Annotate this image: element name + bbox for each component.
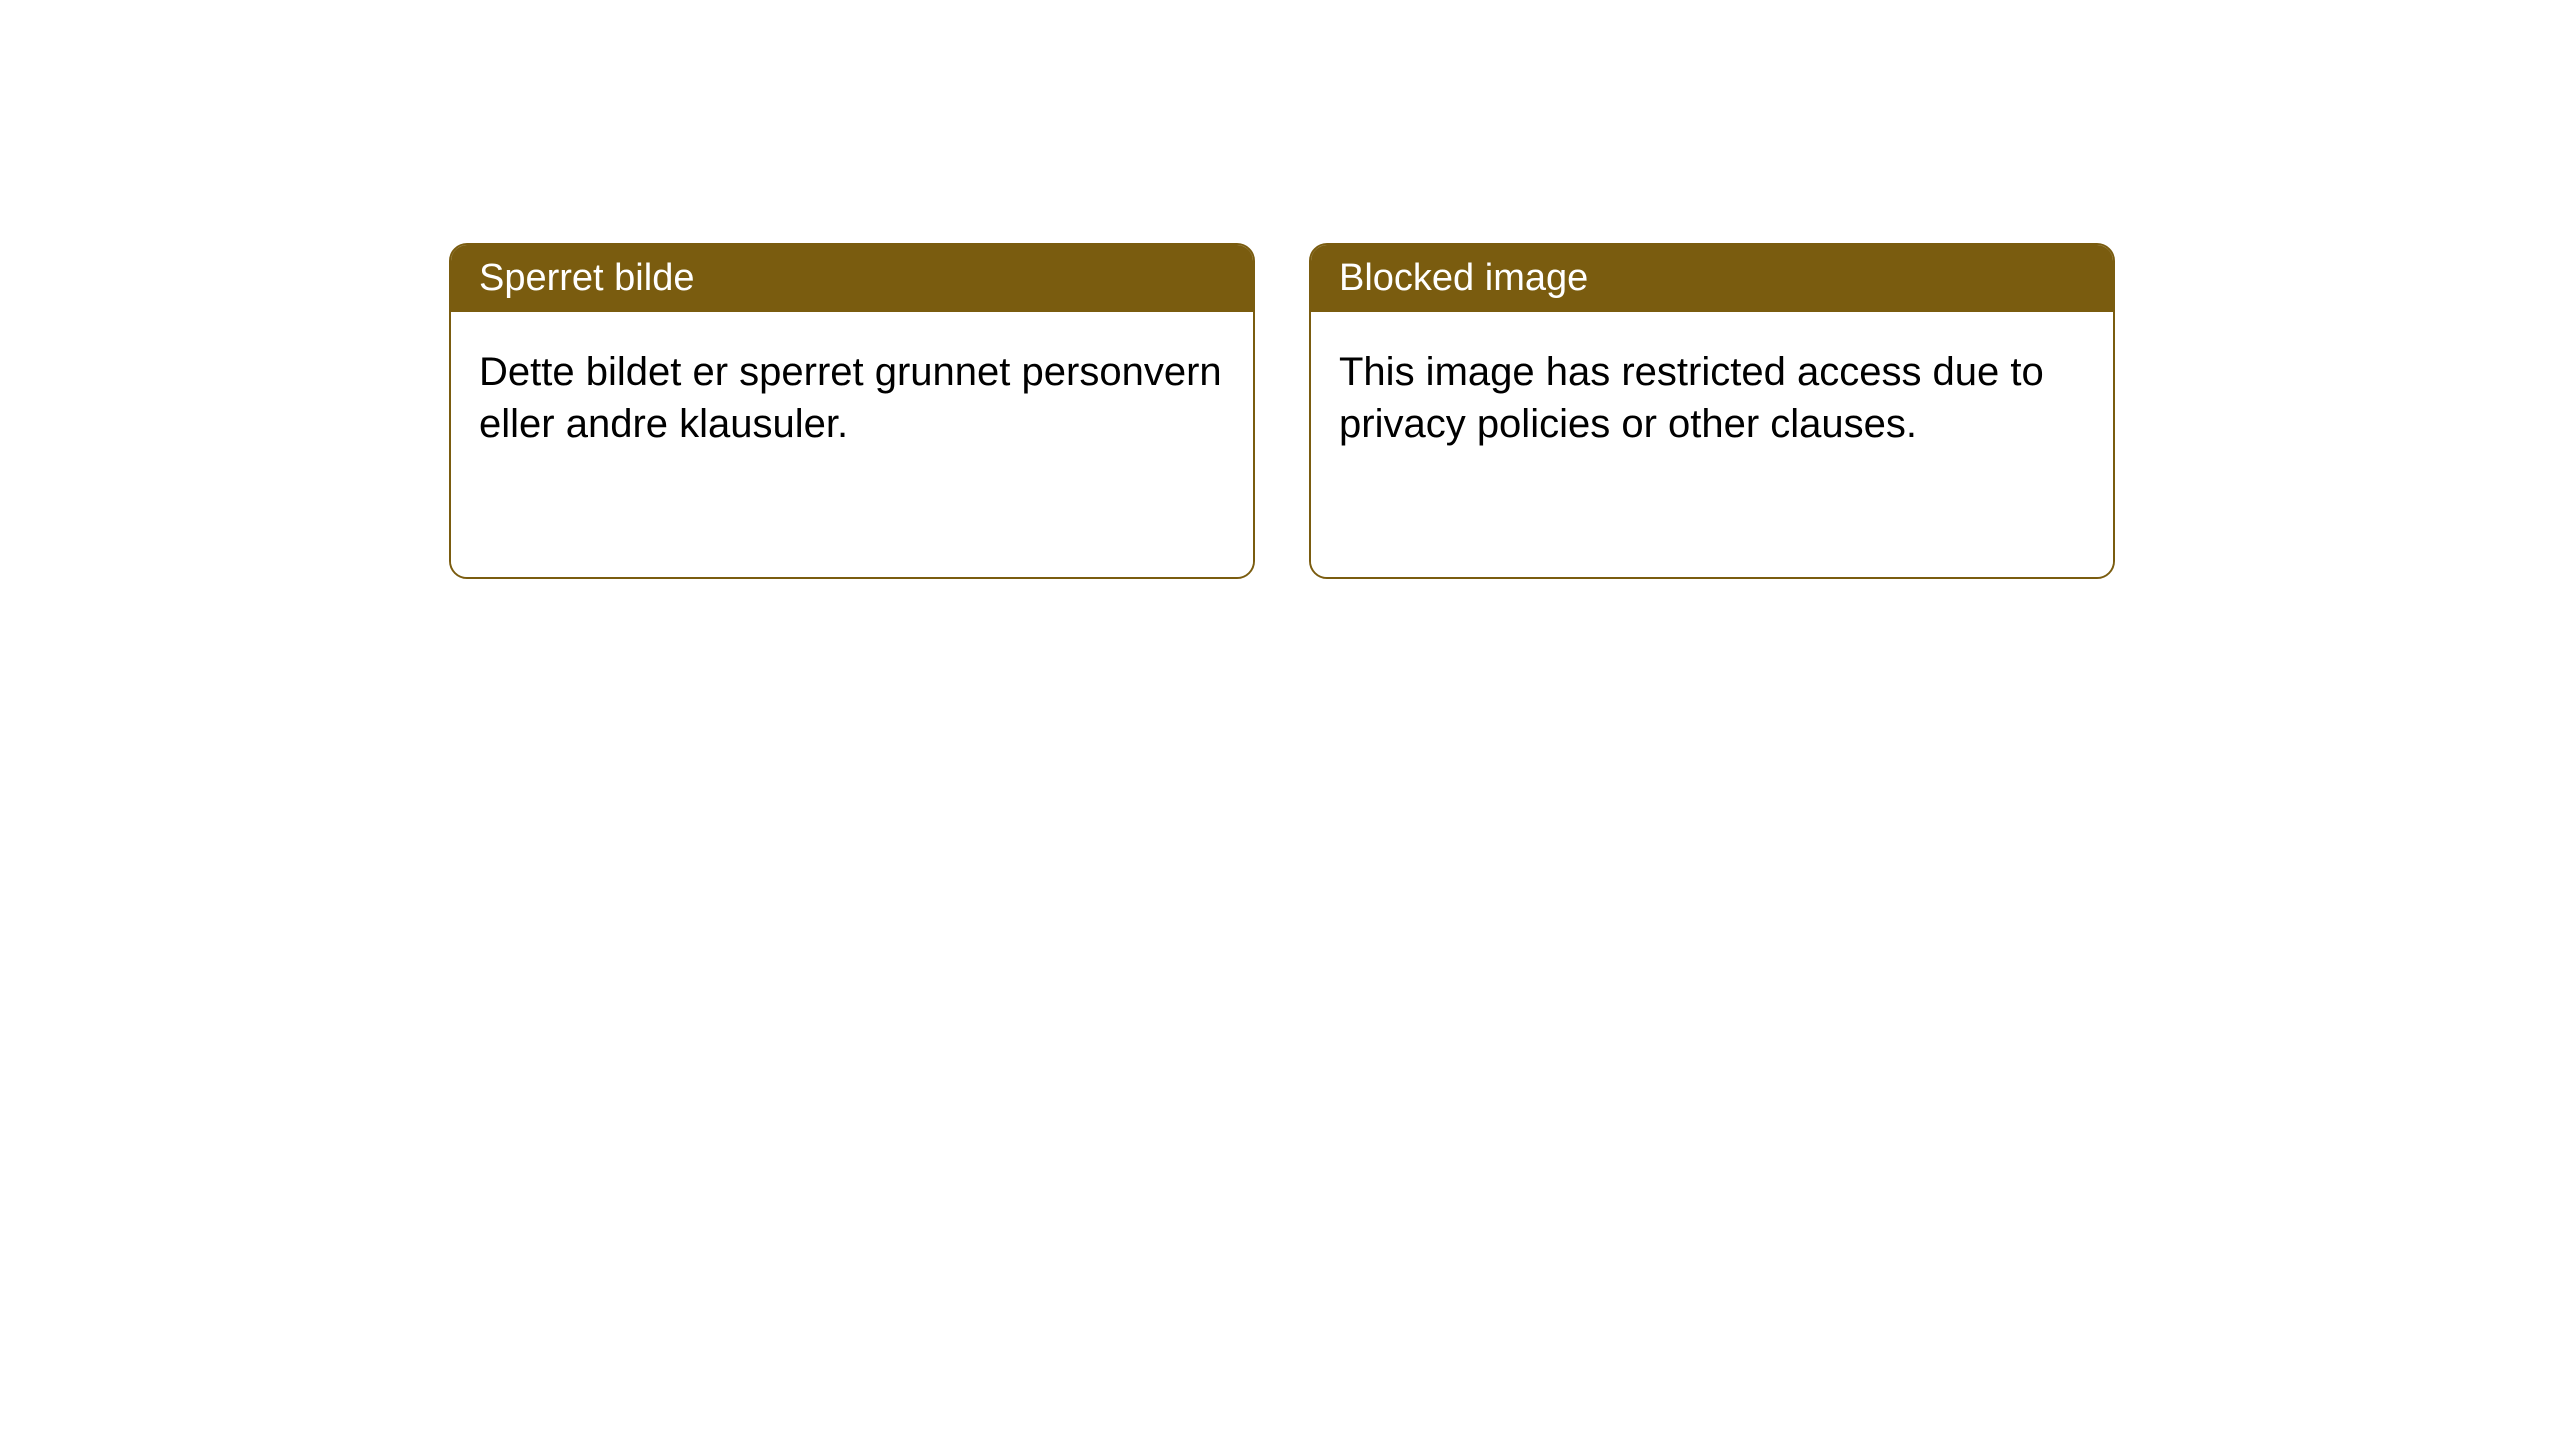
blocked-image-card-norwegian: Sperret bilde Dette bildet er sperret gr…	[449, 243, 1255, 579]
card-header-english: Blocked image	[1311, 245, 2113, 312]
card-title-norwegian: Sperret bilde	[479, 257, 694, 299]
card-message-english: This image has restricted access due to …	[1339, 350, 2044, 446]
blocked-image-card-english: Blocked image This image has restricted …	[1309, 243, 2115, 579]
notice-cards-container: Sperret bilde Dette bildet er sperret gr…	[449, 243, 2115, 579]
card-title-english: Blocked image	[1339, 257, 1588, 299]
card-body-english: This image has restricted access due to …	[1311, 312, 2113, 577]
card-body-norwegian: Dette bildet er sperret grunnet personve…	[451, 312, 1253, 577]
card-header-norwegian: Sperret bilde	[451, 245, 1253, 312]
card-message-norwegian: Dette bildet er sperret grunnet personve…	[479, 350, 1222, 446]
